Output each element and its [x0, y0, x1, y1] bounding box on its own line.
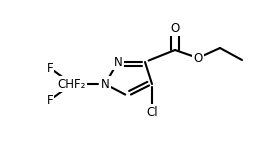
Text: O: O [193, 52, 203, 65]
Text: N: N [101, 77, 109, 90]
Text: O: O [170, 21, 180, 35]
Text: Cl: Cl [146, 106, 158, 119]
Text: N: N [114, 55, 122, 69]
Text: CHF₂: CHF₂ [58, 77, 86, 90]
Text: F: F [47, 61, 53, 74]
Text: F: F [47, 93, 53, 107]
